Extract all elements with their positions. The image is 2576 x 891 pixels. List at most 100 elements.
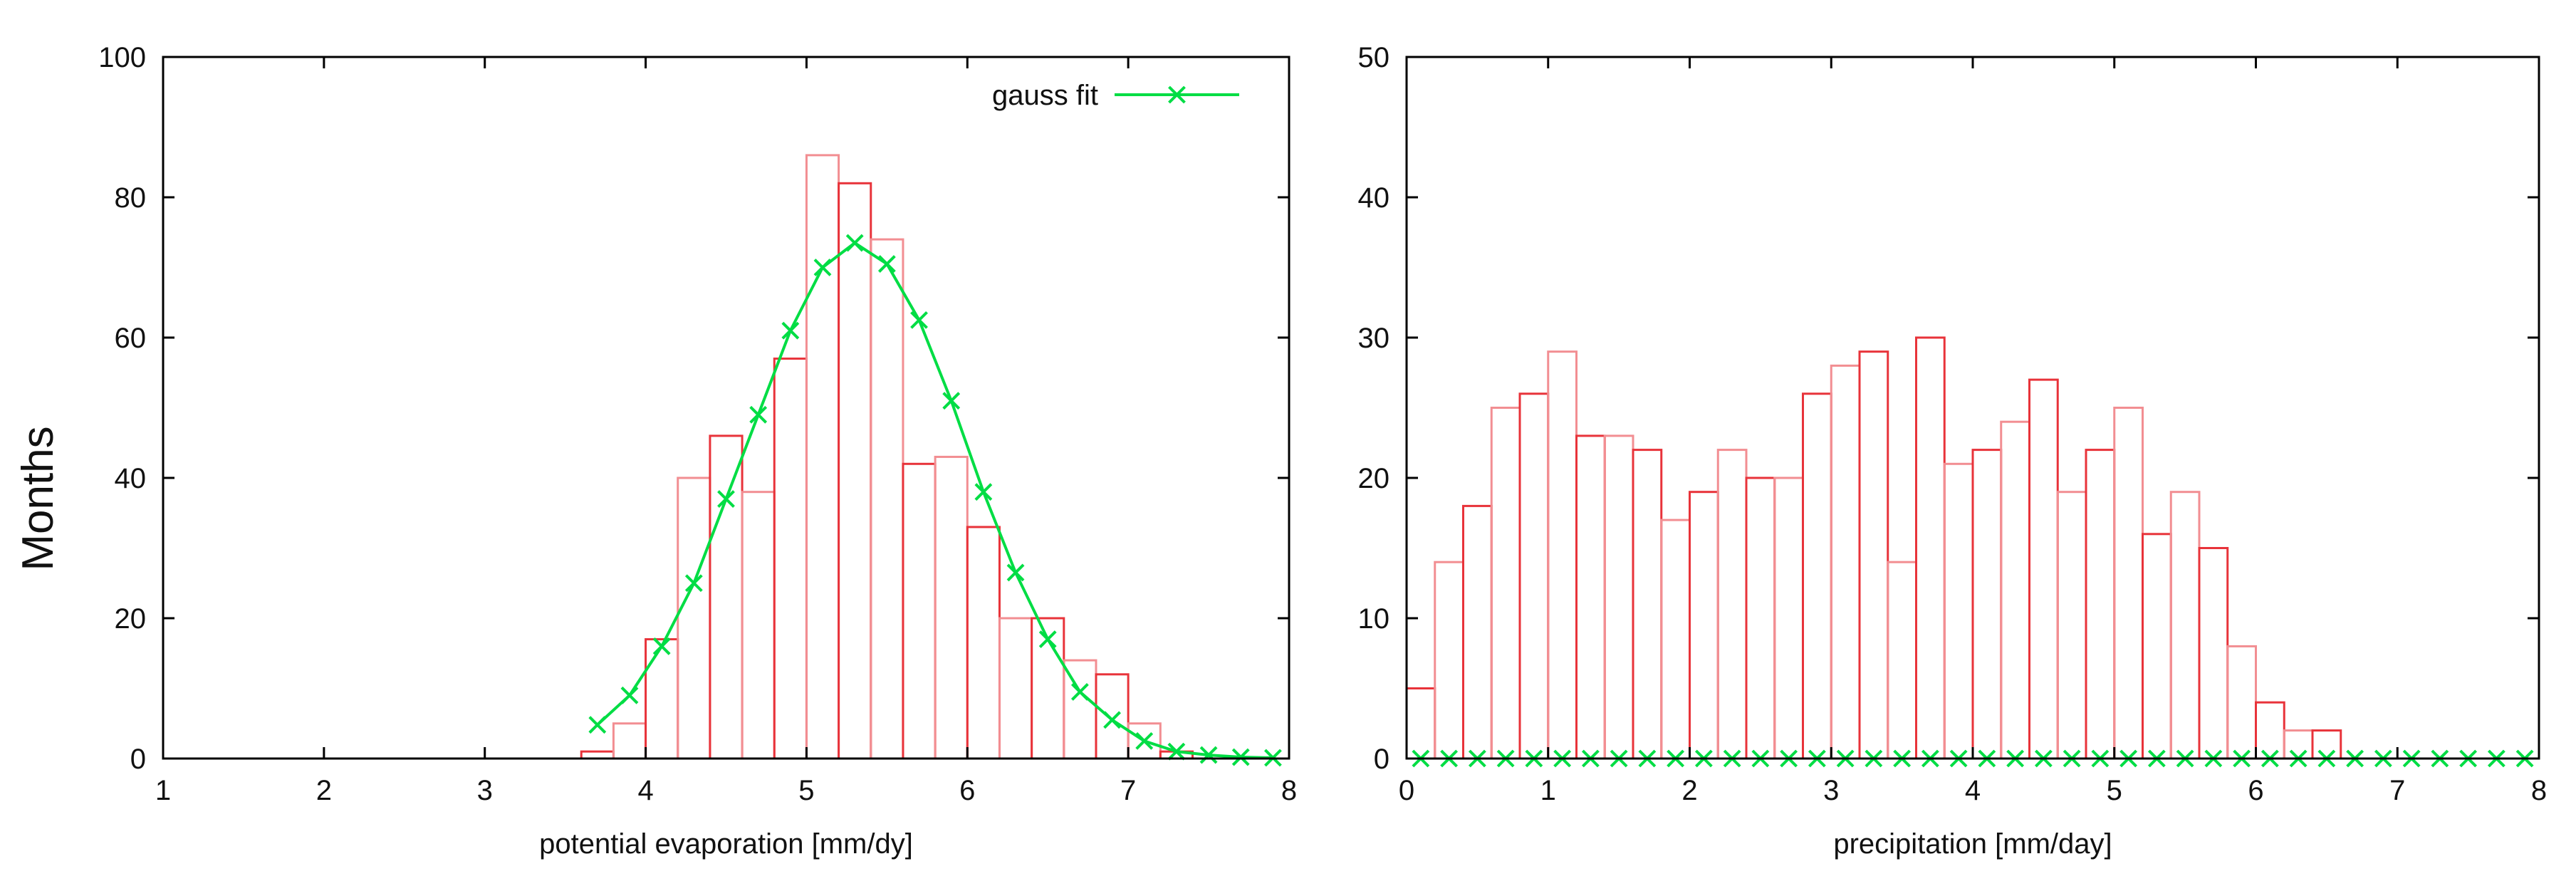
chart-precip: 0 1 2 3 4 5 6 7 8 0 10 20 30 40 50 precipitation [mm/da…	[1358, 42, 2548, 860]
series-point-12	[974, 483, 993, 501]
y-tick-label: 10	[1358, 603, 1390, 635]
series-point-1	[620, 686, 639, 704]
x-axis-title: precipitation [mm/day]	[1833, 828, 2112, 860]
y-tick-label: 20	[1358, 463, 1390, 494]
bar-9	[1660, 519, 1691, 760]
bar-1	[1434, 561, 1464, 760]
bar-16	[1858, 350, 1889, 760]
series-point-10	[910, 311, 928, 329]
bar-0	[1405, 687, 1436, 760]
bar-14	[1802, 392, 1832, 760]
bar-31	[2283, 729, 2314, 760]
bar-30	[2255, 701, 2285, 760]
bar-5	[741, 491, 776, 760]
bar-24	[2085, 449, 2116, 760]
legend-marker	[1168, 85, 1186, 104]
bar-11	[1716, 449, 1748, 760]
bar-12	[966, 526, 1001, 760]
x-tick-label: 0	[1399, 775, 1414, 806]
bar-2	[1462, 504, 1493, 760]
bar-6	[1575, 434, 1606, 760]
series-point-14	[1038, 630, 1057, 648]
plot-frame	[162, 56, 1290, 760]
bar-4	[1518, 392, 1550, 760]
series-point-7	[813, 259, 832, 276]
y-axis-title-months: Months	[14, 426, 63, 570]
bar-10	[1689, 491, 1719, 760]
x-tick-label: 5	[798, 775, 814, 806]
y-tick-label: 80	[115, 182, 147, 214]
series-point-2	[652, 637, 671, 655]
y-tick-label: 20	[115, 603, 147, 635]
series-point-16	[1103, 711, 1121, 729]
bar-16	[1095, 673, 1130, 760]
x-tick-label: 3	[1823, 775, 1839, 806]
x-tick-label: 3	[477, 775, 493, 806]
bar-26	[2142, 533, 2172, 760]
bar-11	[934, 455, 969, 760]
x-tick-label: 6	[959, 775, 975, 806]
bar-25	[2113, 407, 2144, 760]
bar-18	[1915, 336, 1946, 760]
bar-6	[773, 358, 808, 760]
bar-13	[1773, 476, 1804, 760]
bar-5	[1547, 350, 1578, 760]
bar-20	[1971, 449, 2003, 760]
x-tick-label: 7	[2389, 775, 2405, 806]
series-point-13	[1006, 563, 1025, 582]
bar-8	[838, 182, 872, 760]
series-point-3	[684, 574, 703, 593]
bar-22	[2028, 378, 2059, 760]
x-axis-title: potential evaporation [mm/dy]	[539, 828, 913, 860]
y-tick-label: 0	[130, 744, 146, 775]
series-point-6	[781, 321, 800, 340]
y-tick-label: 0	[1374, 744, 1389, 775]
bar-7	[1603, 434, 1634, 760]
series-point-9	[877, 255, 896, 273]
bar-28	[2198, 547, 2229, 760]
series-point-8	[845, 234, 864, 252]
series-point-20	[1231, 748, 1250, 766]
bar-15	[1830, 364, 1861, 760]
x-tick-label: 2	[1681, 775, 1697, 806]
bar-12	[1745, 476, 1776, 760]
series-line-0	[596, 241, 1273, 760]
y-tick-label: 40	[115, 463, 147, 494]
bar-32	[2311, 729, 2342, 760]
bar-17	[1887, 561, 1917, 760]
legend-label: gauss fit	[992, 80, 1098, 111]
series-point-5	[749, 405, 768, 424]
x-tick-label: 8	[1281, 775, 1297, 806]
bar-13	[998, 617, 1033, 760]
bar-8	[1632, 449, 1663, 760]
bar-19	[1943, 462, 1974, 760]
bar-21	[2000, 420, 2030, 760]
x-tick-label: 4	[637, 775, 653, 806]
bar-2	[645, 638, 679, 760]
series-point-15	[1070, 683, 1089, 701]
x-tick-label: 5	[2107, 775, 2122, 806]
series-point-17	[1135, 731, 1154, 750]
y-tick-label: 30	[1358, 323, 1390, 354]
bar-1	[612, 722, 647, 760]
bar-9	[870, 238, 904, 760]
bar-27	[2169, 491, 2201, 760]
series-point-0	[588, 716, 607, 734]
x-tick-label: 8	[2531, 775, 2547, 806]
series-point-18	[1167, 742, 1186, 761]
series-point-4	[717, 490, 735, 508]
bar-3	[1490, 407, 1521, 760]
bar-4	[709, 434, 744, 760]
x-tick-label: 7	[1120, 775, 1136, 806]
series-point-11	[942, 392, 961, 410]
bar-29	[2226, 645, 2257, 760]
x-tick-label: 1	[1540, 775, 1556, 806]
y-tick-label: 40	[1358, 182, 1390, 214]
x-tick-label: 2	[316, 775, 332, 806]
bar-3	[677, 476, 711, 760]
y-tick-label: 100	[98, 42, 146, 73]
y-tick-label: 50	[1358, 42, 1390, 73]
y-tick-label: 60	[115, 323, 147, 354]
